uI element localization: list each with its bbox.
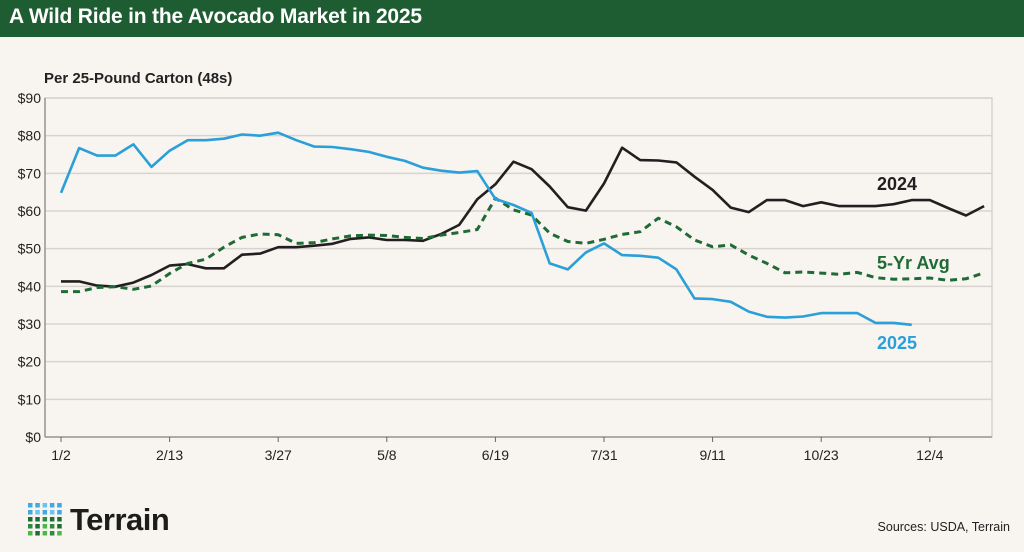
logo-square (28, 531, 33, 536)
x-tick-label: 10/23 (804, 447, 839, 463)
logo-square (42, 531, 48, 536)
logo-square (57, 510, 62, 515)
logo-square (35, 503, 40, 508)
source-note: Sources: USDA, Terrain (877, 520, 1010, 534)
series-line-2024 (61, 146, 985, 289)
logo-square (57, 503, 62, 508)
logo-square (35, 524, 40, 529)
y-tick-label: $10 (18, 391, 42, 407)
chart-title: A Wild Ride in the Avocado Market in 202… (9, 5, 422, 28)
y-axis-label: Per 25-Pound Carton (48s) (44, 70, 233, 87)
x-tick-label: 2/13 (156, 447, 183, 463)
x-tick-label: 1/2 (51, 447, 71, 463)
x-tick-label: 7/31 (590, 447, 617, 463)
logo-square (28, 517, 33, 522)
logo-square (28, 503, 33, 508)
x-tick-label: 9/11 (699, 447, 725, 463)
logo-square (57, 517, 62, 522)
logo-square (35, 531, 40, 536)
y-tick-label: $0 (25, 429, 41, 445)
logo-square (49, 524, 55, 529)
y-tick-label: $20 (18, 354, 42, 370)
logo-square (49, 517, 55, 522)
logo-square (57, 524, 62, 529)
logo-square (28, 510, 33, 515)
logo-square (28, 524, 33, 529)
x-tick-label: 6/19 (482, 447, 509, 463)
logo-square (57, 531, 62, 536)
x-tick-label: 12/4 (916, 447, 943, 463)
logo-square (42, 517, 48, 522)
y-tick-label: $70 (18, 165, 42, 181)
logo-square (49, 503, 55, 508)
y-tick-label: $90 (18, 90, 42, 106)
series-line-2025 (59, 131, 912, 327)
y-tick-label: $50 (18, 241, 42, 257)
series-label-5-yr-avg: 5-Yr Avg (877, 253, 950, 273)
y-tick-label: $60 (18, 203, 42, 219)
title-banner: A Wild Ride in the Avocado Market in 202… (0, 0, 1024, 37)
y-tick-label: $80 (18, 128, 42, 144)
logo-square (35, 517, 40, 522)
series-label-2025: 2025 (877, 333, 917, 353)
logo-square (49, 510, 55, 515)
logo-square (42, 510, 48, 515)
logo-text: Terrain (70, 502, 170, 537)
logo-square (35, 510, 40, 515)
logo-square (42, 524, 48, 529)
series-label-2024: 2024 (877, 174, 917, 194)
x-tick-label: 3/27 (265, 447, 292, 463)
x-tick-label: 5/8 (377, 447, 397, 463)
y-tick-label: $30 (18, 316, 42, 332)
logo-square (49, 531, 55, 536)
logo-square (42, 503, 48, 508)
y-tick-label: $40 (18, 278, 42, 294)
